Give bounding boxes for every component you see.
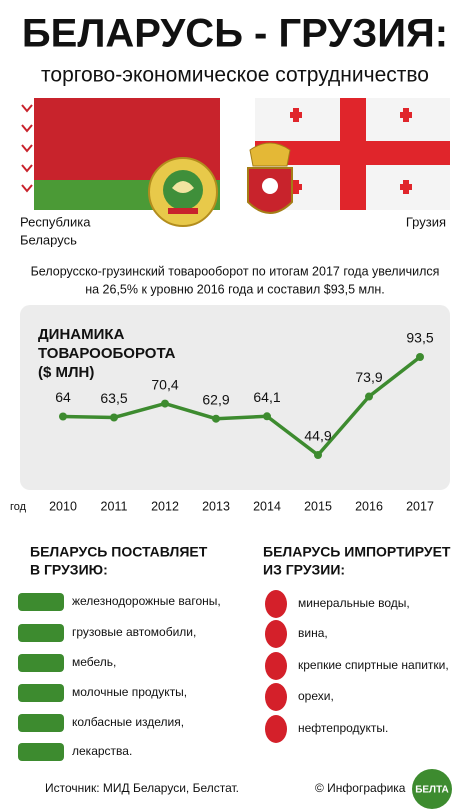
x-axis-label: год <box>10 501 27 513</box>
x-tick-label: 2012 <box>151 499 179 513</box>
x-tick-label: 2015 <box>304 499 332 513</box>
export-item: мебель, <box>72 655 116 669</box>
georgia-flag <box>247 98 450 214</box>
export-icon <box>18 714 64 732</box>
imports-title: ИЗ ГРУЗИИ: <box>263 562 345 578</box>
point <box>365 392 373 401</box>
export-icon <box>18 654 64 672</box>
import-item: нефтепродукты. <box>298 721 388 735</box>
export-icon <box>18 743 64 761</box>
value-label: 93,5 <box>406 330 433 346</box>
value-label: 63,5 <box>100 390 127 406</box>
lists: железнодорожные вагоны, грузовые автомоби… <box>18 590 449 761</box>
point <box>110 413 118 422</box>
source: Источник: МИД Беларуси, Белстат. <box>45 781 239 795</box>
import-item: вина, <box>298 626 328 640</box>
import-icon <box>265 620 287 648</box>
point <box>59 412 67 421</box>
export-icon <box>18 593 64 611</box>
import-item: крепкие спиртные напитки, <box>298 658 449 672</box>
title: БЕЛАРУСЬ - ГРУЗИЯ: <box>22 12 448 56</box>
value-label: 73,9 <box>355 369 382 385</box>
export-item: грузовые автомобили, <box>72 625 196 639</box>
import-icon <box>265 715 287 743</box>
point <box>314 451 322 459</box>
subtitle: торгово-экономическое сотрудничество <box>41 64 429 87</box>
logo-badge <box>412 769 452 809</box>
line <box>62 355 422 458</box>
x-tick-label: 2017 <box>406 499 434 513</box>
value-label: 64 <box>55 389 71 405</box>
x-tick-label: 2014 <box>253 499 281 513</box>
exports-title: В ГРУЗИЮ: <box>30 562 108 578</box>
value-label: 44,9 <box>304 428 331 444</box>
line-chart: 64 2010 63,5 2011 70,4 2012 62,9 2013 64,1 2014 44… <box>49 330 434 514</box>
left-label: Республика <box>20 214 91 229</box>
export-item: молочные продукты, <box>72 685 187 699</box>
left-label: Беларусь <box>20 232 77 247</box>
value-label: 70,4 <box>151 376 178 392</box>
import-icon <box>265 683 287 711</box>
export-icon <box>18 684 64 702</box>
value-label: 62,9 <box>202 391 229 407</box>
summary: на 26,5% к уровню 2016 года и составил $… <box>85 282 385 296</box>
export-icon <box>18 624 64 642</box>
point <box>263 412 271 421</box>
value-label: 64,1 <box>253 389 280 405</box>
point <box>212 414 220 423</box>
chart-title: ($ МЛН) <box>38 364 94 381</box>
x-tick-label: 2016 <box>355 499 383 513</box>
chart-title: ТОВАРООБОРОТА <box>38 345 176 362</box>
x-tick-label: 2011 <box>101 499 128 513</box>
import-item: минеральные воды, <box>298 596 410 610</box>
x-tick-label: 2010 <box>49 499 77 513</box>
exports-title: БЕЛАРУСЬ ПОСТАВЛЯЕТ <box>30 544 208 560</box>
import-icon <box>265 652 287 680</box>
import-icon <box>265 590 287 618</box>
x-tick-label: 2013 <box>202 499 230 513</box>
export-item: лекарства. <box>72 744 132 758</box>
point <box>416 353 424 361</box>
import-item: орехи, <box>298 689 334 703</box>
logo: БЕЛТА <box>415 785 449 796</box>
point <box>161 399 169 408</box>
summary: Белорусско-грузинский товарооборот по ит… <box>31 264 440 278</box>
export-item: железнодорожные вагоны, <box>72 594 221 608</box>
right-label: Грузия <box>406 214 446 229</box>
chart-title: ДИНАМИКА <box>38 326 125 343</box>
chart-panel <box>20 305 450 490</box>
export-item: колбасные изделия, <box>72 715 184 729</box>
credit: © Инфографика <box>315 781 406 795</box>
imports-title: БЕЛАРУСЬ ИМПОРТИРУЕТ <box>263 544 451 560</box>
belarus-flag <box>20 98 220 227</box>
